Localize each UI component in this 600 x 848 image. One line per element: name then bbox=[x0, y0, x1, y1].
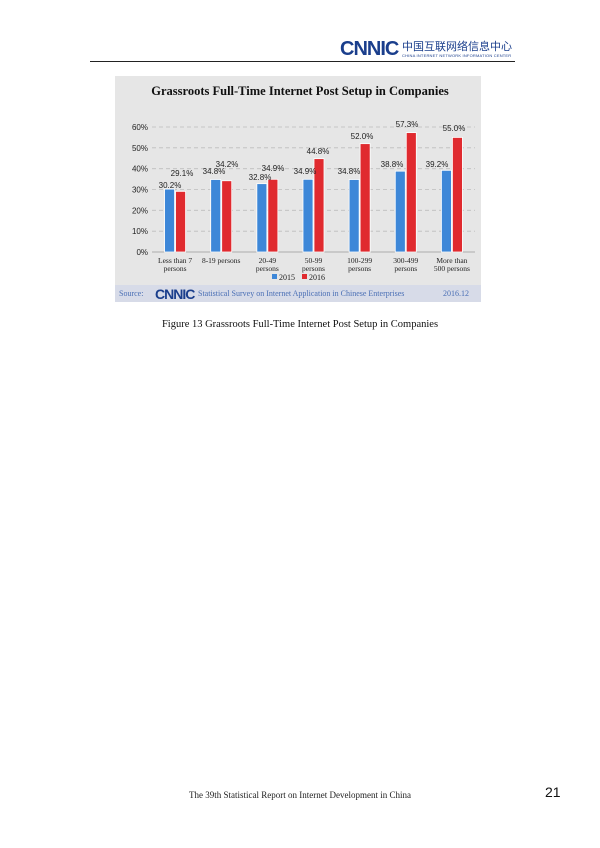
chart-frame bbox=[115, 76, 481, 302]
logo-chinese-text: 中国互联网络信息中心 bbox=[402, 40, 512, 53]
x-tick-label: Less than 7 bbox=[158, 256, 192, 265]
legend-swatch-2015 bbox=[272, 274, 277, 279]
x-tick-label: 20-49 bbox=[259, 256, 277, 265]
x-tick-label: 100-299 bbox=[347, 256, 372, 265]
page-number: 21 bbox=[545, 784, 561, 800]
x-tick-label: persons bbox=[302, 264, 325, 273]
bar-2015 bbox=[164, 188, 175, 253]
data-label-2016: 55.0% bbox=[443, 124, 466, 133]
cnnic-header-logo: CNNIC 中国互联网络信息中心 CHINA INTERNET NETWORK … bbox=[340, 38, 515, 62]
legend-label-2015: 2015 bbox=[279, 273, 295, 282]
chart-title: Grassroots Full-Time Internet Post Setup… bbox=[151, 84, 449, 98]
bar-2016 bbox=[175, 190, 186, 253]
y-tick-label: 10% bbox=[132, 227, 148, 236]
x-tick-label: More than bbox=[436, 256, 467, 265]
y-tick-label: 0% bbox=[136, 248, 148, 257]
bar-2015 bbox=[302, 178, 314, 253]
source-bar: Source: CNNIC Statistical Survey on Inte… bbox=[115, 285, 481, 302]
x-tick-label: persons bbox=[164, 264, 187, 273]
data-label-2016: 57.3% bbox=[396, 120, 419, 129]
bar-2016 bbox=[405, 132, 417, 253]
data-label-2016: 34.2% bbox=[216, 160, 239, 169]
source-logo: CNNIC bbox=[155, 286, 195, 302]
data-label-2015: 38.8% bbox=[381, 160, 404, 169]
y-tick-label: 20% bbox=[132, 206, 148, 215]
y-tick-label: 60% bbox=[132, 123, 148, 132]
source-date: 2016.12 bbox=[443, 289, 469, 298]
bar-2016 bbox=[221, 180, 233, 253]
y-tick-label: 40% bbox=[132, 165, 148, 174]
data-label-2015: 34.8% bbox=[203, 167, 226, 176]
data-label-2015: 34.9% bbox=[294, 167, 317, 176]
data-label-2015: 39.2% bbox=[426, 160, 449, 169]
bar-2015 bbox=[394, 170, 406, 253]
page-footer: The 39th Statistical Report on Internet … bbox=[189, 790, 411, 800]
data-label-2016: 34.9% bbox=[262, 164, 285, 173]
bar-2016 bbox=[452, 137, 463, 253]
x-tick-label: 300-499 bbox=[393, 256, 418, 265]
x-tick-label: persons bbox=[348, 264, 371, 273]
logo-subtitle: CHINA INTERNET NETWORK INFORMATION CENTE… bbox=[402, 53, 512, 58]
legend-swatch-2016 bbox=[302, 274, 307, 279]
bar-2015 bbox=[441, 169, 452, 253]
y-tick-label: 50% bbox=[132, 144, 148, 153]
bar-2016 bbox=[313, 158, 325, 253]
data-label-2015: 34.8% bbox=[338, 167, 361, 176]
x-tick-label: 500 persons bbox=[434, 264, 470, 273]
x-tick-label: 8-19 persons bbox=[202, 256, 241, 265]
bar-2015 bbox=[348, 179, 360, 253]
y-tick-label: 30% bbox=[132, 186, 148, 195]
legend-label-2016: 2016 bbox=[309, 273, 325, 282]
x-tick-label: persons bbox=[256, 264, 279, 273]
x-tick-label: persons bbox=[394, 264, 417, 273]
bar-2016 bbox=[359, 143, 371, 253]
data-label-2016: 29.1% bbox=[171, 169, 194, 178]
bar-2016 bbox=[267, 178, 279, 253]
logo-text: CNNIC bbox=[340, 38, 399, 60]
source-label: Source: bbox=[119, 289, 144, 298]
data-label-2015: 30.2% bbox=[159, 181, 182, 190]
header-rule bbox=[90, 61, 515, 62]
data-label-2015: 32.8% bbox=[249, 173, 272, 182]
bar-2015 bbox=[256, 183, 268, 253]
figure-caption: Figure 13 Grassroots Full-Time Internet … bbox=[161, 319, 439, 330]
source-text: Statistical Survey on Internet Applicati… bbox=[198, 289, 405, 298]
x-tick-label: 50-99 bbox=[305, 256, 323, 265]
data-label-2016: 44.8% bbox=[307, 147, 330, 156]
bar-2015 bbox=[210, 179, 222, 253]
data-label-2016: 52.0% bbox=[351, 132, 374, 141]
